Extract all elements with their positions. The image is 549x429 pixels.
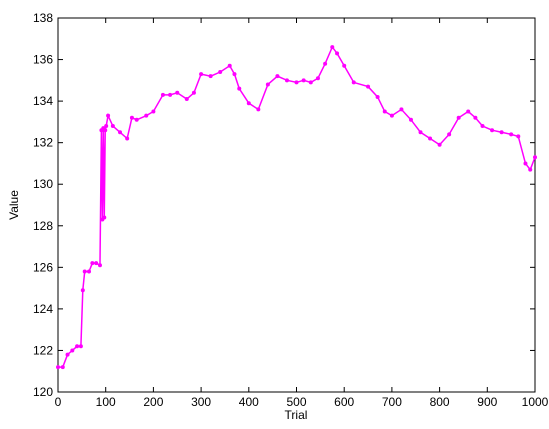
- data-line: [58, 45, 536, 368]
- data-point: [75, 344, 80, 349]
- data-point: [90, 261, 95, 266]
- x-tick-label: 500: [286, 395, 306, 409]
- data-point: [65, 352, 70, 357]
- x-tick-label: 700: [382, 395, 402, 409]
- data-point: [509, 132, 514, 137]
- data-point: [351, 80, 356, 85]
- plot-frame: [57, 17, 536, 393]
- y-tick-label: 134: [33, 94, 53, 108]
- x-tick-label: 900: [477, 395, 497, 409]
- data-point: [134, 117, 139, 122]
- data-point: [408, 117, 413, 122]
- data-point: [102, 215, 107, 220]
- data-point: [308, 80, 313, 85]
- data-point: [199, 72, 204, 77]
- data-point: [237, 86, 242, 91]
- data-point: [246, 101, 251, 106]
- data-point: [80, 288, 85, 293]
- data-point: [480, 124, 485, 129]
- y-tick-label: 120: [33, 385, 53, 399]
- y-tick-label: 130: [33, 177, 53, 191]
- data-point: [160, 92, 165, 97]
- data-point: [523, 161, 528, 166]
- data-point: [399, 107, 404, 112]
- data-point: [82, 269, 87, 274]
- y-tick-label: 132: [33, 136, 53, 150]
- data-point: [528, 167, 533, 172]
- data-point: [473, 115, 478, 120]
- y-tick-label: 122: [33, 343, 53, 357]
- data-point: [168, 92, 173, 97]
- data-point: [118, 130, 123, 135]
- data-point: [375, 94, 380, 99]
- x-tick-label: 100: [96, 395, 116, 409]
- y-tick-label: 138: [33, 11, 53, 25]
- data-point: [389, 113, 394, 118]
- data-point: [106, 113, 111, 118]
- x-tick-label: 0: [55, 395, 62, 409]
- y-axis-label: Value: [7, 190, 21, 220]
- x-tick-label: 1000: [522, 395, 549, 409]
- y-tick-label: 124: [33, 302, 53, 316]
- x-tick-label: 600: [334, 395, 354, 409]
- data-point: [184, 97, 189, 102]
- x-tick-label: 300: [191, 395, 211, 409]
- data-point: [218, 70, 223, 75]
- data-point: [447, 132, 452, 137]
- y-tick-label: 126: [33, 260, 53, 274]
- data-point: [191, 90, 196, 95]
- data-point: [208, 74, 213, 79]
- data-point: [428, 136, 433, 141]
- data-point: [103, 128, 108, 133]
- data-point: [256, 107, 261, 112]
- data-point: [323, 61, 328, 66]
- data-point: [330, 45, 335, 50]
- data-point: [227, 63, 232, 68]
- data-point: [533, 155, 537, 160]
- data-point: [516, 134, 521, 139]
- x-tick-label: 400: [239, 395, 259, 409]
- data-point: [110, 124, 115, 129]
- data-point: [382, 109, 387, 114]
- data-point: [499, 130, 504, 135]
- data-point: [265, 82, 270, 87]
- data-point: [94, 261, 99, 266]
- data-point: [60, 365, 65, 370]
- data-point: [366, 84, 371, 89]
- data-point: [78, 344, 83, 349]
- x-tick-label: 200: [143, 395, 163, 409]
- data-point: [466, 109, 471, 114]
- x-axis-label: Trial: [285, 408, 308, 422]
- data-point: [301, 78, 306, 83]
- data-point: [437, 142, 442, 147]
- data-point: [315, 76, 320, 81]
- data-point: [129, 115, 134, 120]
- data-point: [56, 365, 60, 370]
- y-tick-label: 128: [33, 219, 53, 233]
- x-tick-label: 800: [430, 395, 450, 409]
- y-tick-label: 136: [33, 53, 53, 67]
- data-point: [456, 115, 461, 120]
- data-point: [70, 348, 75, 353]
- data-point: [87, 269, 92, 274]
- data-point: [97, 263, 102, 268]
- data-point: [294, 80, 299, 85]
- data-point: [418, 130, 423, 135]
- data-point: [151, 109, 156, 114]
- data-point: [284, 78, 289, 83]
- data-point: [232, 72, 237, 77]
- data-point: [104, 124, 109, 129]
- data-point: [335, 51, 340, 56]
- data-point: [144, 113, 149, 118]
- data-point: [125, 136, 130, 141]
- data-point: [175, 90, 180, 95]
- data-point: [490, 128, 495, 133]
- data-point: [275, 74, 280, 79]
- data-point: [342, 63, 347, 68]
